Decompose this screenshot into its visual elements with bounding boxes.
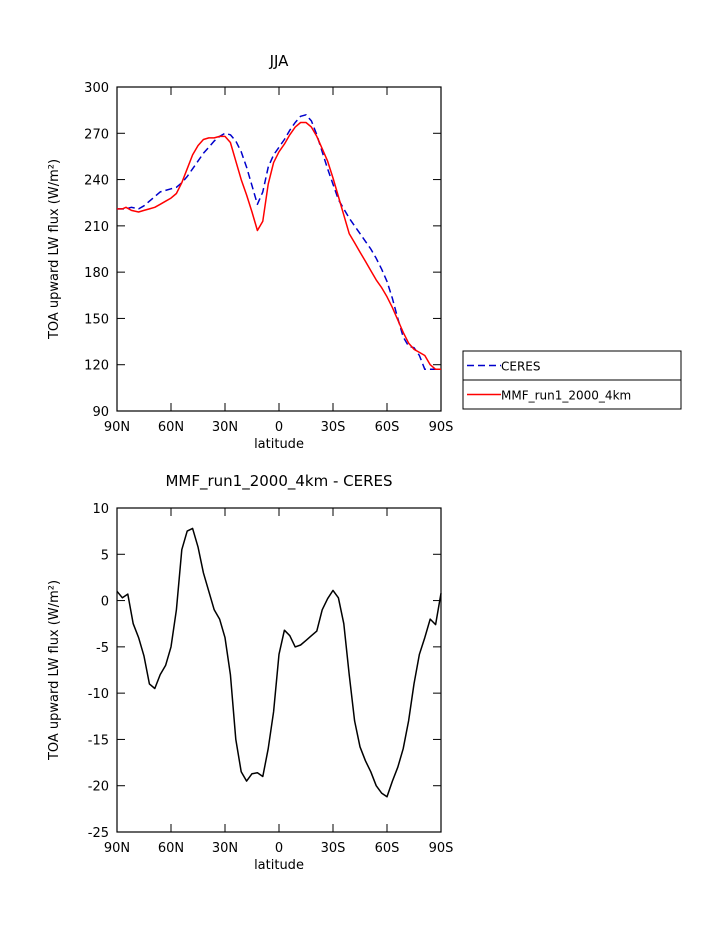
- y-tick-label: 0: [101, 595, 109, 610]
- series-line-ceres: [117, 114, 441, 371]
- y-tick-label: 210: [84, 220, 109, 235]
- x-tick-label: 0: [275, 841, 283, 856]
- x-tick-label: 90S: [429, 841, 454, 856]
- y-tick-label: 270: [84, 127, 109, 142]
- x-tick-label: 30N: [212, 841, 238, 856]
- y-tick-label: 5: [101, 548, 109, 563]
- y-tick-label: -20: [88, 780, 109, 795]
- y-tick-label: 240: [84, 174, 109, 189]
- x-tick-label: 90N: [104, 841, 130, 856]
- plot-frame: [116, 86, 442, 412]
- x-tick-label: 30S: [321, 841, 346, 856]
- difference-line: [116, 527, 442, 798]
- y-tick-label: 90: [92, 405, 109, 420]
- x-tick-label: 30S: [321, 420, 346, 435]
- y-tick-label: -5: [96, 641, 109, 656]
- y-tick-label: 300: [84, 81, 109, 96]
- x-tick-label: 30N: [212, 420, 238, 435]
- x-tick-label: 90N: [104, 420, 130, 435]
- chart-1: JJA 90 120 150 180 210 240 270 300 90N 60N 30N 0 30S 6…: [47, 52, 682, 452]
- x-axis-label: latitude: [254, 858, 304, 873]
- y-tick-label: 10: [92, 502, 109, 517]
- x-tick-label: 60S: [375, 841, 400, 856]
- series-line-mmf-run1-2000-4km: [117, 121, 441, 371]
- x-tick-label: 60S: [375, 420, 400, 435]
- x-tick-label: 0: [275, 420, 283, 435]
- y-tick-label: -10: [88, 687, 109, 702]
- legend-label: MMF_run1_2000_4km: [501, 389, 631, 403]
- y-tick-label: 150: [84, 312, 109, 327]
- y-tick-label: -15: [88, 733, 109, 748]
- y-tick-label: 180: [84, 266, 109, 281]
- x-tick-label: 60N: [158, 841, 184, 856]
- y-tick-label: 120: [84, 359, 109, 374]
- y-tick-label: -25: [88, 826, 109, 841]
- legend-label: CERES: [501, 360, 541, 374]
- chart-title: MMF_run1_2000_4km - CERES: [165, 472, 392, 491]
- x-axis-label: latitude: [254, 437, 304, 452]
- chart-2: MMF_run1_2000_4km - CERES -25 -20 -15 -10 -5 0…: [47, 472, 453, 873]
- x-tick-label: 90S: [429, 420, 454, 435]
- y-axis-label: TOA upward LW flux (W/m²): [47, 159, 62, 340]
- x-tick-label: 60N: [158, 420, 184, 435]
- chart-title: JJA: [269, 52, 290, 70]
- y-axis-label: TOA upward LW flux (W/m²): [47, 580, 62, 761]
